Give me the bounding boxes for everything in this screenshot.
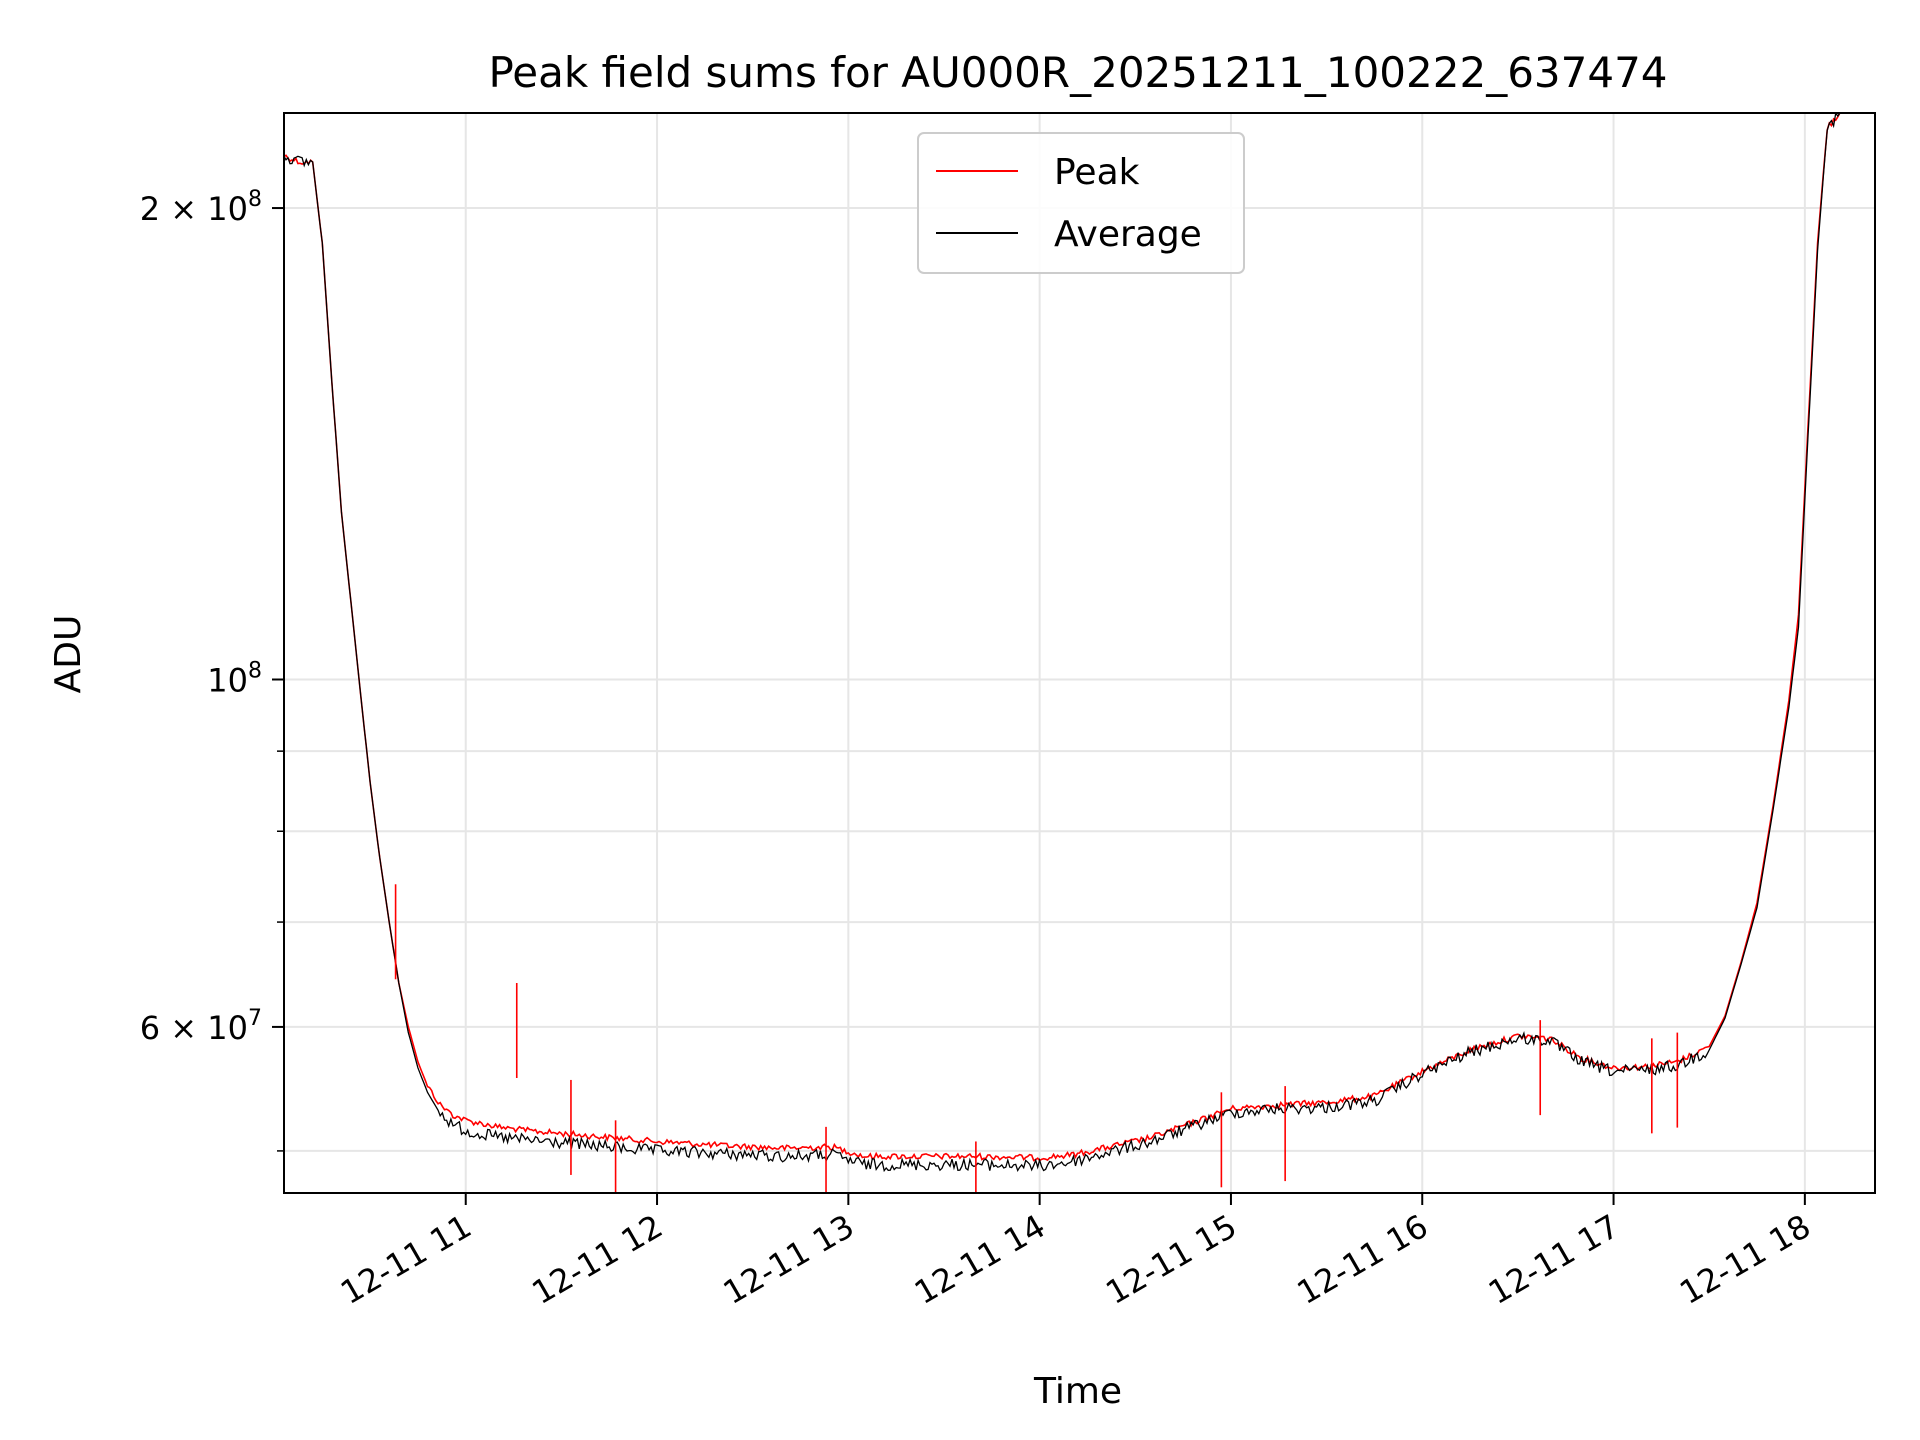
y-tick-exponent: 8 xyxy=(248,658,262,683)
grid-lines xyxy=(284,113,1875,1193)
chart-title: Peak field sums for AU000R_20251211_1002… xyxy=(488,48,1667,97)
y-axis-label: ADU xyxy=(48,615,89,694)
y-tick-label: 6 × 107 xyxy=(140,1006,262,1047)
y-tick-base: 2 × 10 xyxy=(140,190,248,228)
y-tick-base: 10 xyxy=(207,661,248,699)
legend-box xyxy=(917,132,1245,274)
legend-label-average: Average xyxy=(1054,214,1202,255)
series-line-average xyxy=(284,113,1841,1173)
y-tick-exponent: 8 xyxy=(248,187,262,212)
x-axis-label: Time xyxy=(1033,1371,1122,1412)
legend: Peak Average xyxy=(917,132,1245,274)
plot-frame xyxy=(283,112,1876,1194)
y-tick-base: 6 × 10 xyxy=(140,1009,248,1047)
series-layer xyxy=(284,113,1841,1193)
legend-label-peak: Peak xyxy=(1054,152,1140,193)
y-tick-label: 2 × 108 xyxy=(140,187,262,228)
y-tick-label: 108 xyxy=(207,658,262,699)
y-tick-exponent: 7 xyxy=(248,1006,262,1031)
